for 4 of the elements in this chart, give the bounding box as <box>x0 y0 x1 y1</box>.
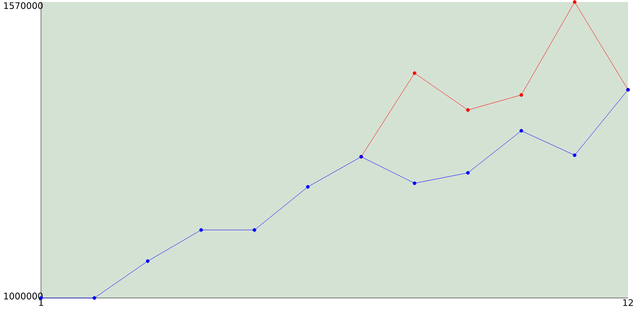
x-tick-label: 12 <box>623 299 633 306</box>
y-tick-label: 1570000 <box>4 2 43 10</box>
y-tick-label: 1000000 <box>4 292 43 300</box>
x-tick-label: 1 <box>39 299 44 306</box>
